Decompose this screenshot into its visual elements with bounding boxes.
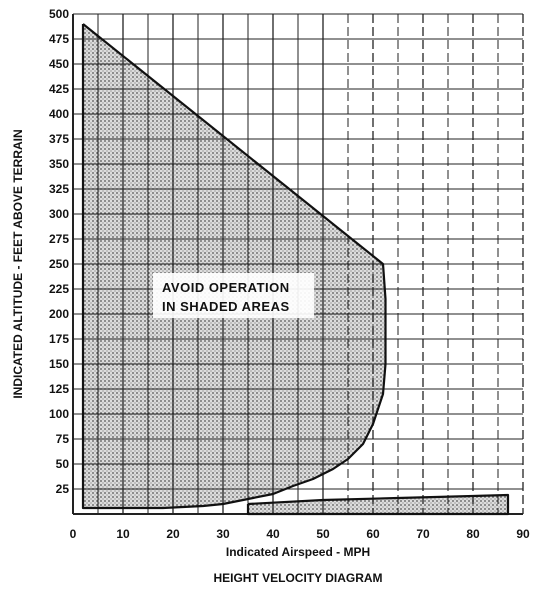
y-tick-label: 225 (49, 282, 69, 296)
x-tick-label: 90 (516, 527, 530, 541)
y-tick-label: 250 (49, 257, 69, 271)
region-boundary-1 (81, 23, 387, 510)
y-tick-label: 150 (49, 357, 69, 371)
x-tick-label: 40 (266, 527, 280, 541)
x-tick-label: 10 (116, 527, 130, 541)
grid-lines (72, 13, 524, 515)
chart-title: HEIGHT VELOCITY DIAGRAM (213, 571, 382, 585)
y-tick-labels: 25 50 75 100 125 150 175 200 225 250 275 300 325 350 3… (49, 7, 69, 496)
y-tick-label: 75 (56, 432, 70, 446)
shaded-regions (83, 24, 508, 514)
boundary-curves (81, 23, 510, 516)
y-tick-label: 450 (49, 57, 69, 71)
x-tick-label: 80 (466, 527, 480, 541)
y-tick-label: 500 (49, 7, 69, 21)
y-tick-label: 325 (49, 182, 69, 196)
y-tick-label: 350 (49, 157, 69, 171)
x-tick-labels: 0 10 20 30 40 50 60 70 80 90 (70, 527, 530, 541)
y-tick-label: 275 (49, 232, 69, 246)
y-tick-label: 475 (49, 32, 69, 46)
x-tick-label: 60 (366, 527, 380, 541)
y-tick-label: 400 (49, 107, 69, 121)
y-tick-label: 375 (49, 132, 69, 146)
x-tick-label: 70 (416, 527, 430, 541)
y-axis-label: INDICATED ALTITUDE - FEET ABOVE TERRAIN (11, 129, 25, 398)
y-tick-label: 175 (49, 332, 69, 346)
y-tick-label: 50 (56, 457, 70, 471)
y-tick-label: 125 (49, 382, 69, 396)
x-tick-label: 20 (166, 527, 180, 541)
x-tick-label: 0 (70, 527, 77, 541)
y-tick-label: 100 (49, 407, 69, 421)
shaded-region-1 (83, 24, 386, 508)
shaded-region-2 (248, 495, 508, 514)
y-tick-label: 200 (49, 307, 69, 321)
x-tick-label: 50 (316, 527, 330, 541)
x-axis-label: Indicated Airspeed - MPH (226, 545, 370, 559)
annotation-line-1: AVOID OPERATION (162, 280, 290, 295)
annotation-line-2: IN SHADED AREAS (162, 299, 290, 314)
y-tick-label: 425 (49, 82, 69, 96)
y-tick-label: 25 (56, 482, 70, 496)
y-tick-label: 300 (49, 207, 69, 221)
annotation-box (153, 273, 314, 318)
x-tick-label: 30 (216, 527, 230, 541)
region-boundary-2 (246, 493, 510, 516)
